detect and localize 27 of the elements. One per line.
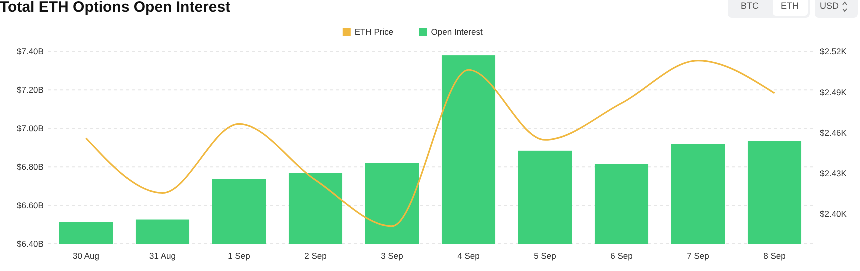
y2-tick-label: $2.49K (820, 87, 848, 98)
unit-dropdown: USD (815, 0, 858, 18)
x-tick-label: 7 Sep (687, 251, 710, 261)
chart-title: Total ETH Options Open Interest (0, 0, 231, 16)
y-tick-label: $6.80B (17, 162, 44, 172)
currency-toggle: BTC ETH (728, 0, 810, 18)
line-series (85, 60, 776, 228)
x-tick-label: 6 Sep (610, 251, 634, 261)
y-tick-label: $7.40B (17, 46, 44, 57)
y2-tick-label: $2.40K (820, 209, 848, 220)
y-tick-label: $7.20B (17, 85, 44, 96)
x-tick-label: 30 Aug (73, 251, 100, 261)
y-tick-label: $7.00B (17, 124, 44, 134)
legend-label: Open Interest (431, 27, 484, 37)
x-tick-label: 1 Sep (228, 251, 251, 261)
x-tick-label: 2 Sep (304, 251, 328, 261)
y2-tick-label: $2.46K (820, 128, 848, 138)
y2-tick-label: $2.43K (820, 168, 848, 179)
x-tick-label: 3 Sep (381, 251, 404, 261)
x-tick-label: 31 Aug (150, 251, 176, 261)
x-tick-label: 4 Sep (458, 251, 480, 261)
y-tick-label: $6.40B (17, 239, 44, 249)
y-tick-label: $6.60B (17, 200, 44, 211)
legend-label: ETH Price (354, 27, 394, 37)
y2-tick-label: $2.52K (820, 46, 848, 57)
x-tick-label: 8 Sep (764, 251, 786, 261)
x-tick-label: 5 Sep (534, 251, 557, 261)
